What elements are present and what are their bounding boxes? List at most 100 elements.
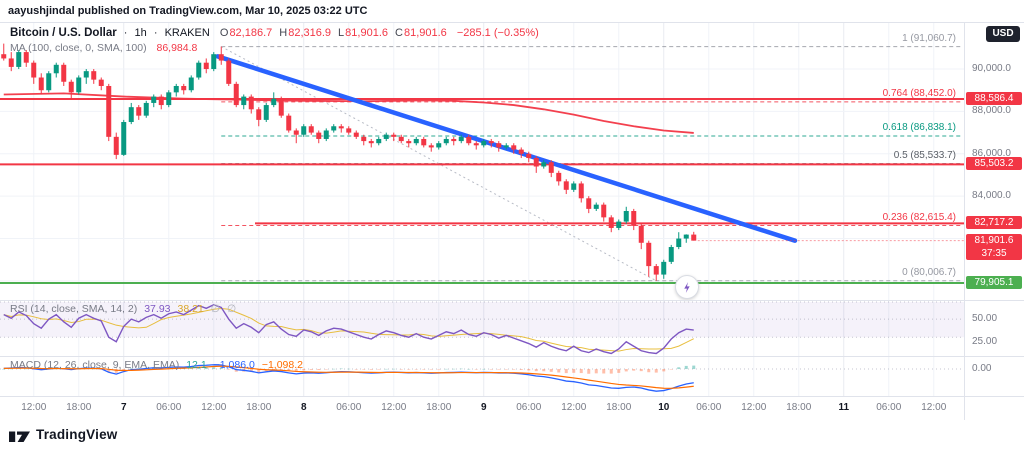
time-axis-label[interactable]: 10 (658, 402, 670, 413)
candle-body (443, 138, 449, 144)
badge-price-text: 81,901.6 (974, 234, 1014, 246)
candle-body (481, 141, 487, 146)
macd-histogram-bar (219, 367, 223, 370)
candle-body (398, 136, 404, 142)
macd-value: 12.1 (186, 359, 207, 371)
candle-body (488, 141, 494, 144)
time-axis-label[interactable]: 9 (480, 402, 487, 413)
candle-body (181, 85, 187, 91)
separator-dot: · (123, 27, 128, 39)
ohlc-letter: L (338, 27, 345, 39)
candle-body (143, 102, 149, 116)
macd-histogram-bar (414, 369, 418, 370)
candle-body (571, 183, 577, 190)
candle-body (68, 81, 74, 93)
candle-body (233, 83, 239, 106)
macd-histogram-bar (107, 369, 111, 372)
macd-histogram-bar (302, 369, 306, 371)
macd-label: MACD (12, 26, close, 9, EMA, EMA) (10, 359, 180, 371)
candle-body (691, 234, 697, 241)
time-axis-label[interactable]: 12:00 (381, 402, 407, 413)
macd-histogram-bar (392, 368, 396, 370)
time-axis-label[interactable]: 12:00 (21, 402, 47, 413)
macd-histogram-bar (564, 369, 568, 374)
ma-label: MA (100, close, 0, SMA, 100) (10, 42, 147, 54)
badge-price-text: 85,503.2 (974, 158, 1014, 170)
rsi-axis-label: 25.00 (972, 335, 998, 347)
candle-body (616, 221, 622, 228)
time-axis-label[interactable]: 06:00 (516, 402, 542, 413)
macd-histogram-bar (467, 368, 471, 370)
candle-body (376, 138, 382, 144)
chart-canvas[interactable] (0, 0, 964, 420)
time-axis-label[interactable]: 8 (300, 402, 307, 413)
macd-histogram-bar (129, 368, 133, 370)
tradingview-wordmark[interactable]: TradingView (36, 427, 118, 442)
ma-indicator-row: MA (100, close, 0, SMA, 100) 86,984.8 (10, 42, 197, 54)
ma-value: 86,984.8 (156, 42, 198, 54)
candle-body (83, 71, 89, 78)
candle-body (323, 130, 329, 139)
time-axis-label[interactable]: 7 (120, 402, 127, 413)
candle-body (91, 71, 97, 80)
macd-histogram-bar (309, 369, 313, 370)
macd-histogram-bar (459, 368, 463, 370)
candle-body (331, 126, 337, 131)
time-axis-label[interactable]: 12:00 (561, 402, 587, 413)
rsi-value: ∅ (226, 303, 237, 315)
candle-body (248, 96, 254, 110)
fib-level-label: 0.618 (86,838.1) (882, 122, 956, 134)
attribution-text: aayushjindal published on TradingView.co… (8, 5, 368, 17)
time-axis-label[interactable]: 18:00 (786, 402, 812, 413)
macd-value: −1,086.0 (213, 359, 255, 371)
ohlc-letter: H (279, 27, 288, 39)
time-axis-label[interactable]: 18:00 (66, 402, 92, 413)
candle-body (383, 134, 389, 139)
candle-body (518, 149, 524, 154)
time-axis-label[interactable]: 11 (838, 402, 850, 413)
candle-body (668, 247, 674, 262)
time-axis-label[interactable]: 06:00 (696, 402, 722, 413)
candle-body (76, 77, 82, 93)
macd-histogram-bar (684, 365, 688, 370)
macd-histogram-bar (632, 369, 636, 371)
candle-body (293, 130, 299, 135)
price-axis[interactable]: USD 90,000.0 88,000.0 86,000.0 84,000.0 50.0… (964, 0, 1024, 420)
price-axis-label: 90,000.0 (972, 63, 1011, 75)
macd-histogram-bar (234, 369, 238, 372)
candle-body (46, 73, 52, 91)
macd-histogram-bar (504, 369, 508, 370)
macd-axis-label: 0.00 (972, 363, 992, 375)
candle-body (503, 145, 509, 148)
macd-histogram-bar (279, 369, 283, 371)
separator-dot: · (153, 27, 158, 39)
time-axis-label[interactable]: 12:00 (921, 402, 947, 413)
time-axis-label[interactable]: 18:00 (426, 402, 452, 413)
candle-body (368, 141, 374, 144)
flash-reaction-button[interactable] (675, 275, 699, 299)
time-axis-label[interactable]: 06:00 (336, 402, 362, 413)
macd-histogram-bar (197, 367, 201, 370)
macd-histogram-bar (422, 369, 426, 370)
macd-histogram-bar (24, 368, 28, 370)
time-axis-label[interactable]: 18:00 (606, 402, 632, 413)
ohlc-value: 82,186.7 (229, 27, 273, 39)
currency-button[interactable]: USD (986, 26, 1020, 42)
rsi-label: RSI (14, close, SMA, 14, 2) (10, 303, 138, 315)
ohlc-value: 81,901.6 (345, 27, 388, 39)
candle-body (278, 98, 284, 116)
macd-histogram-bar (594, 369, 598, 374)
candle-body (61, 64, 67, 82)
time-axis-label[interactable]: 06:00 (156, 402, 182, 413)
tradingview-logo-icon[interactable] (9, 427, 30, 442)
candle-body (166, 92, 172, 106)
time-axis[interactable]: 12:00 18:00 7 06:00 12:00 18:00 8 06:00 12:00 18:… (0, 396, 964, 420)
time-axis-label[interactable]: 06:00 (876, 402, 902, 413)
candle-body (136, 107, 142, 116)
macd-histogram-bar (347, 368, 351, 370)
time-axis-label[interactable]: 12:00 (741, 402, 767, 413)
price-level-badge: 85,503.2 (966, 157, 1022, 171)
time-axis-label[interactable]: 12:00 (201, 402, 227, 413)
lightning-icon (683, 281, 690, 293)
time-axis-label[interactable]: 18:00 (246, 402, 272, 413)
